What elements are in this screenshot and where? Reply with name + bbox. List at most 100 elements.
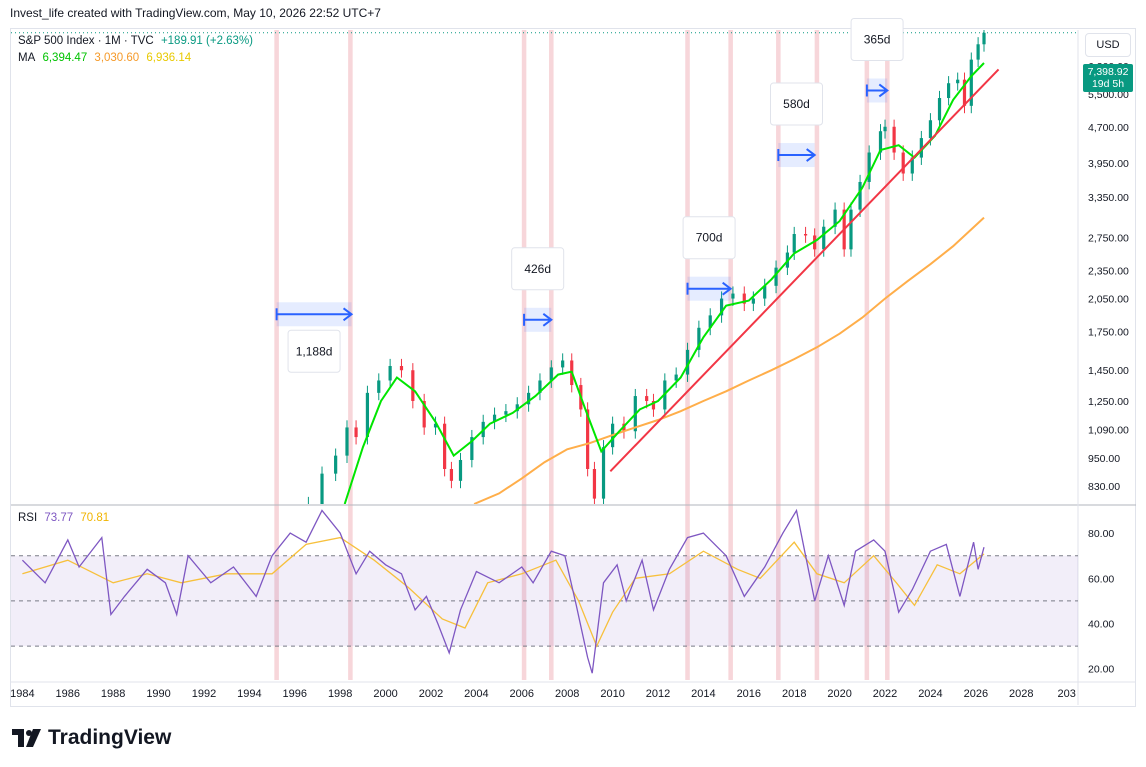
candle-body-10 bbox=[422, 400, 426, 428]
candle-body-67 bbox=[976, 44, 980, 60]
currency-button[interactable]: USD bbox=[1085, 33, 1131, 57]
rsi-group bbox=[11, 508, 1078, 674]
recession-band-8 bbox=[864, 30, 870, 680]
candle-body-20 bbox=[527, 392, 531, 405]
candle-body-50 bbox=[833, 209, 837, 227]
recession-band-7 bbox=[814, 30, 820, 680]
y-tick-5: 2,750.00 bbox=[1088, 233, 1129, 245]
x-tick-2008: 2008 bbox=[555, 688, 579, 700]
candle-body-7 bbox=[388, 366, 392, 381]
candle-body-52 bbox=[849, 209, 853, 250]
measure-arrow-head-1 bbox=[542, 313, 553, 327]
y-tick-6: 2,350.00 bbox=[1088, 265, 1129, 277]
y-tick-4: 3,350.00 bbox=[1088, 192, 1129, 204]
x-tick-2002: 2002 bbox=[419, 688, 443, 700]
candle-body-14 bbox=[458, 459, 463, 481]
recession-band-5 bbox=[728, 30, 733, 680]
candle-body-53 bbox=[858, 181, 862, 210]
candle-body-18 bbox=[504, 411, 508, 415]
recession-band-2 bbox=[521, 30, 527, 680]
recession-band-6 bbox=[776, 30, 781, 680]
measurement-tools: 1,188d 426d 700d 580d 365d bbox=[275, 17, 904, 373]
candle-body-66 bbox=[969, 59, 973, 106]
candle-body-33 bbox=[651, 400, 656, 410]
candle-body-5 bbox=[365, 392, 370, 438]
axes: 1984 1986 1988 1990 1992 1994 1996 1998 2000 2002… bbox=[10, 61, 1129, 700]
trendline-layer bbox=[609, 68, 1000, 473]
x-tick-2010: 2010 bbox=[600, 688, 624, 700]
candle-body-21 bbox=[538, 380, 542, 393]
recession-band-1 bbox=[348, 30, 353, 680]
x-tick-2024: 2024 bbox=[918, 688, 942, 700]
candle-body-3 bbox=[345, 427, 349, 456]
measure-label-1: 426d bbox=[524, 262, 551, 276]
candle-body-61 bbox=[928, 120, 933, 139]
x-tick-2014: 2014 bbox=[691, 688, 715, 700]
candle-body-4 bbox=[354, 427, 358, 438]
candle-body-27 bbox=[592, 468, 597, 499]
y-tick-12: 950.00 bbox=[1088, 453, 1120, 465]
candle-body-41 bbox=[742, 293, 746, 304]
symbol-label: S&P 500 Index · 1M · TVC bbox=[18, 35, 154, 47]
x-tick-203: 203 bbox=[1057, 688, 1075, 700]
candle-body-11 bbox=[433, 423, 438, 428]
candle-body-64 bbox=[956, 79, 960, 84]
candle-body-47 bbox=[803, 233, 808, 236]
x-tick-2004: 2004 bbox=[464, 688, 488, 700]
rsi-ma-value: 70.81 bbox=[80, 512, 110, 524]
chart-frame bbox=[10, 28, 1136, 707]
y-tick-7: 2,050.00 bbox=[1088, 294, 1129, 306]
x-tick-1986: 1986 bbox=[56, 688, 80, 700]
measure-1: 426d bbox=[511, 247, 565, 332]
rsi-value: 73.77 bbox=[44, 512, 74, 524]
x-tick-2012: 2012 bbox=[646, 688, 670, 700]
x-tick-2026: 2026 bbox=[964, 688, 988, 700]
x-tick-2016: 2016 bbox=[737, 688, 761, 700]
tradingview-logo[interactable]: TradingView bbox=[12, 726, 171, 750]
ma-fast-value: 6,394.47 bbox=[42, 52, 88, 64]
y-tick-1: 5,500.00 bbox=[1088, 89, 1129, 101]
rsi-tick-2: 40.00 bbox=[1088, 619, 1114, 631]
x-tick-2022: 2022 bbox=[873, 688, 897, 700]
rsi-tick-1: 60.00 bbox=[1088, 573, 1114, 585]
change-value: +189.91 (+2.63%) bbox=[160, 35, 254, 47]
y-tick-3: 3,950.00 bbox=[1088, 158, 1129, 170]
measure-label-box-0 bbox=[287, 329, 341, 373]
x-tick-2006: 2006 bbox=[510, 688, 534, 700]
candle-body-17 bbox=[492, 414, 497, 422]
rsi-legend: RSI 73.77 70.81 bbox=[18, 512, 113, 524]
candle-body-57 bbox=[892, 126, 896, 153]
measure-label-box-4 bbox=[850, 17, 904, 61]
candle-body-32 bbox=[645, 396, 649, 401]
candle-body-6 bbox=[377, 380, 381, 393]
tradingview-logo-icon bbox=[12, 729, 41, 747]
measure-arrow-head-2 bbox=[722, 281, 733, 296]
ma-group bbox=[343, 62, 985, 504]
candle-body-44 bbox=[774, 267, 778, 286]
y-tick-9: 1,450.00 bbox=[1088, 365, 1129, 377]
candle-body-36 bbox=[685, 349, 690, 375]
measure-label-4: 365d bbox=[864, 32, 891, 46]
measure-label-3: 580d bbox=[783, 97, 810, 111]
candle-body-26 bbox=[586, 409, 590, 469]
candle-body-43 bbox=[763, 285, 767, 299]
tradingview-logo-text: TradingView bbox=[48, 726, 172, 749]
candle-body-42 bbox=[751, 298, 755, 304]
candle-body-55 bbox=[878, 131, 883, 153]
ma-fast-line bbox=[343, 62, 985, 504]
candle-body-12 bbox=[443, 423, 447, 469]
measure-label-box-2 bbox=[682, 216, 736, 260]
x-tick-1990: 1990 bbox=[146, 688, 170, 700]
candle-body-2 bbox=[334, 455, 338, 474]
measure-label-0: 1,188d bbox=[296, 344, 333, 358]
candle-body-62 bbox=[937, 98, 942, 121]
x-tick-2000: 2000 bbox=[373, 688, 397, 700]
rsi-tick-3: 20.00 bbox=[1088, 664, 1114, 676]
y-tick-11: 1,090.00 bbox=[1088, 424, 1129, 436]
ma-legend: MA 6,394.47 3,030.60 6,936.14 bbox=[18, 52, 195, 64]
recession-band-9 bbox=[885, 30, 890, 680]
candle-body-59 bbox=[910, 157, 914, 174]
last-price-countdown: 19d 5h bbox=[1091, 78, 1125, 90]
grid-lines bbox=[11, 30, 1136, 705]
